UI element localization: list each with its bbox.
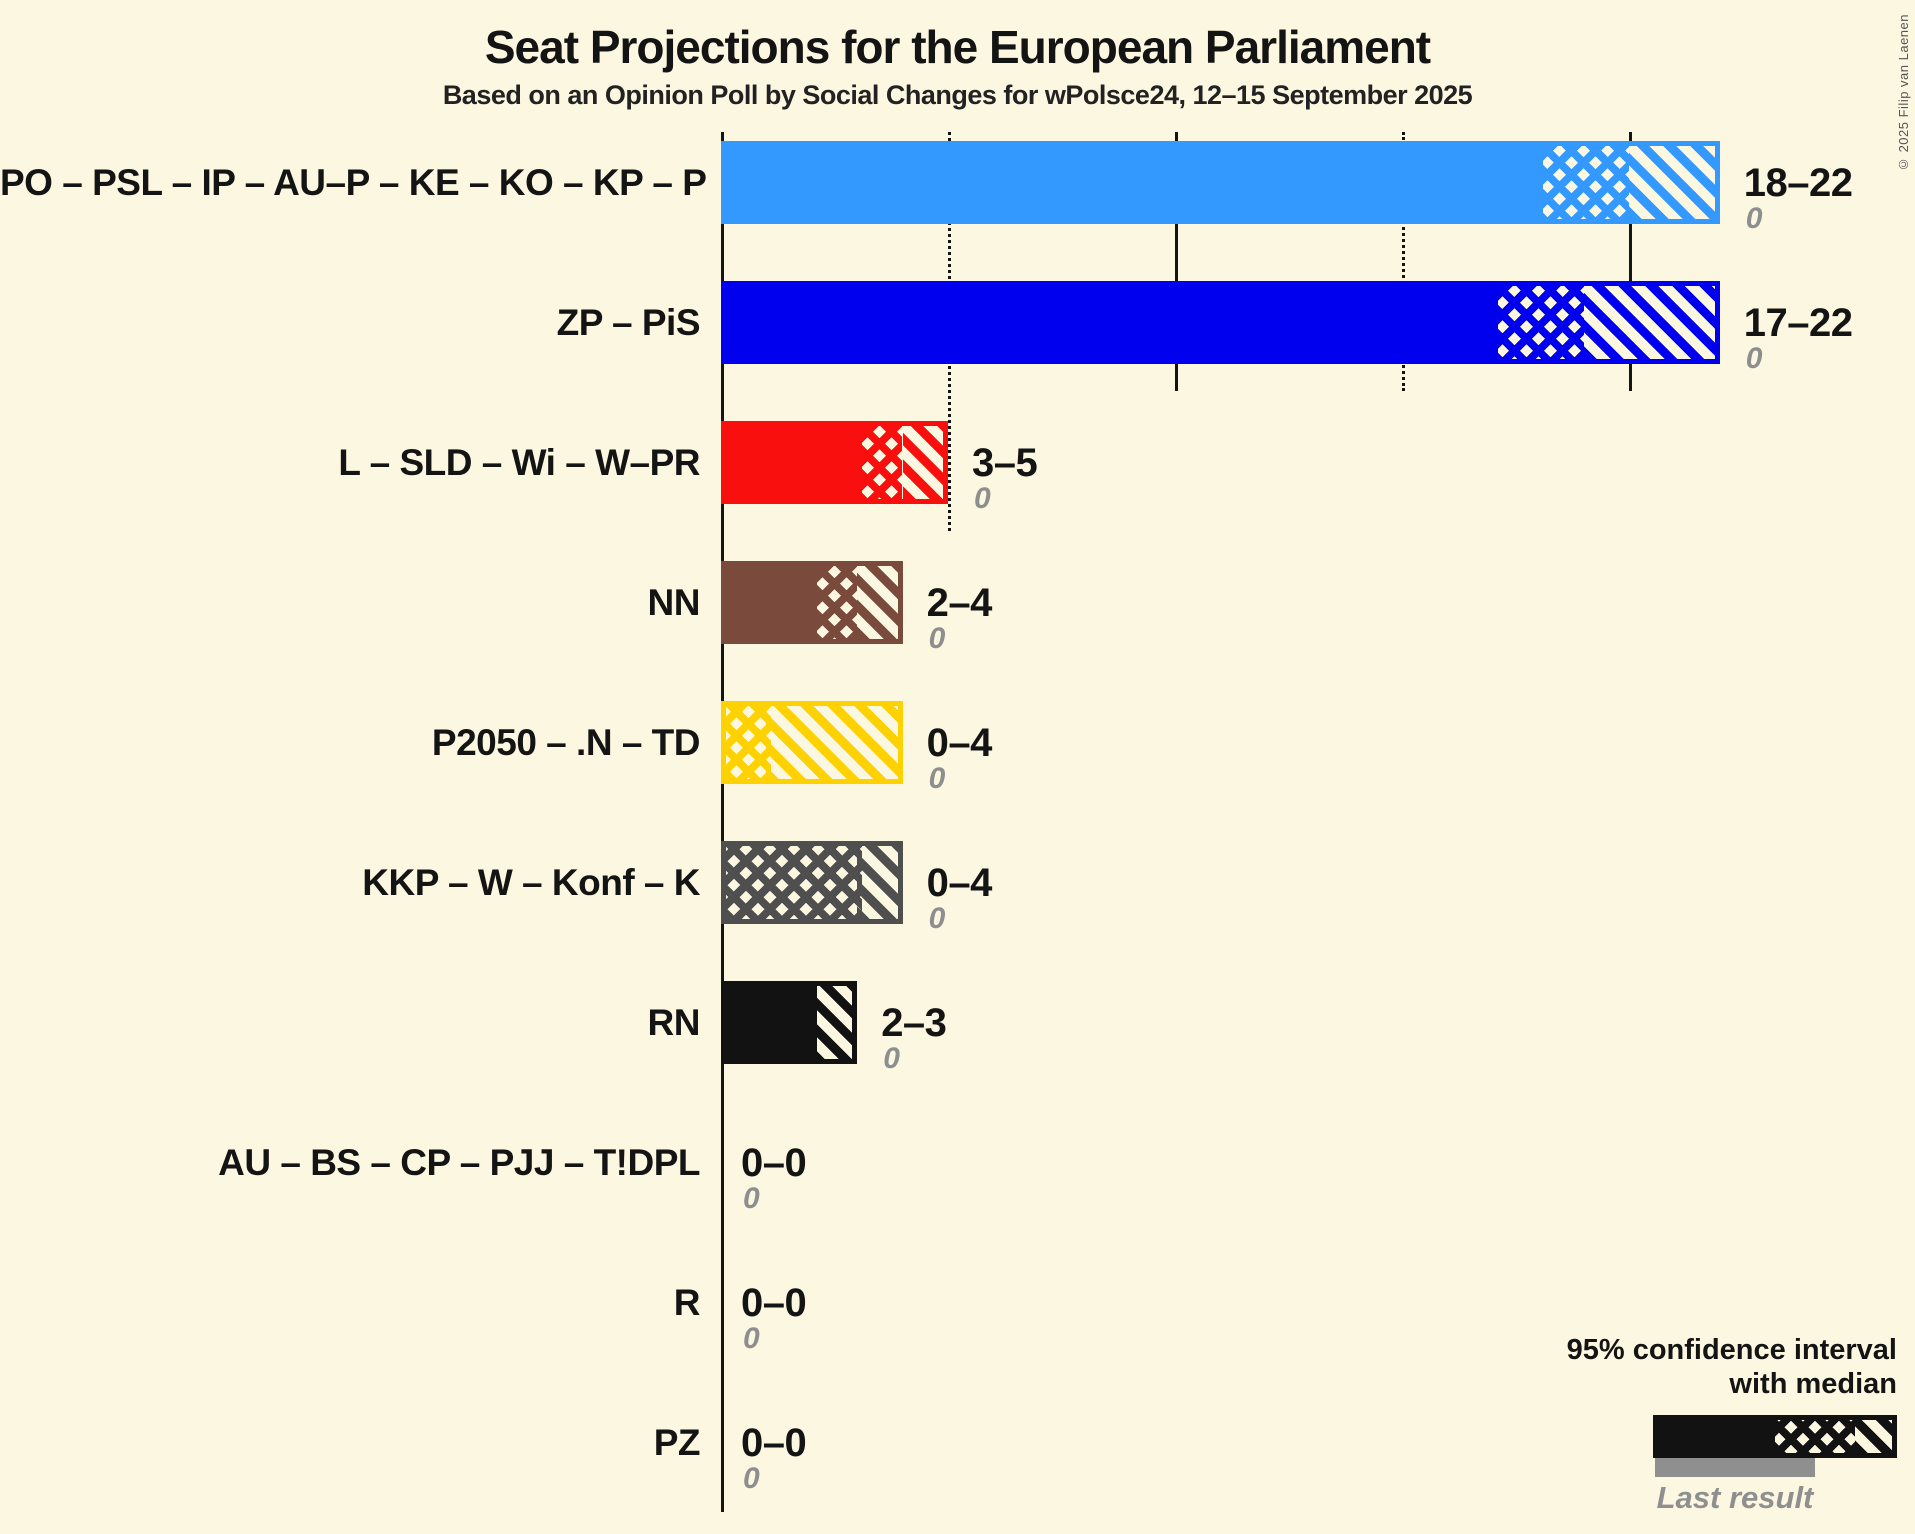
bar-solid-segment	[726, 146, 1543, 219]
legend-last-result-label: Last result	[1656, 1480, 1814, 1515]
party-label: PO – PSL – IP – AU–P – KE – KO – KP – P	[0, 162, 707, 203]
bar-diagonal-segment	[857, 566, 902, 639]
value-label: 3–5	[972, 441, 1038, 485]
value-label: 18–22	[1743, 161, 1853, 205]
party-label: KKP – W – Konf – K	[362, 862, 700, 903]
last-result-value: 0	[928, 762, 946, 795]
gridline-10-seats	[1175, 132, 1178, 391]
party-label: R	[673, 1282, 701, 1323]
bar-crosshatch-segment	[1493, 286, 1584, 359]
copyright-notice: © 2025 Filip van Laenen	[1896, 14, 1911, 173]
bar-diagonal-segment	[766, 706, 902, 779]
last-result-value: 0	[743, 1322, 760, 1355]
value-label: 0–0	[741, 1421, 807, 1465]
y-axis-line	[721, 132, 724, 1512]
confidence-bar	[721, 841, 903, 924]
legend-solid-segment	[1658, 1420, 1775, 1453]
bar-solid-segment	[726, 986, 817, 1059]
party-label: AU – BS – CP – PJJ – T!DPL	[218, 1142, 700, 1183]
chart-title: Seat Projections for the European Parlia…	[484, 21, 1431, 73]
bar-solid-segment	[726, 566, 817, 639]
value-label: 17–22	[1743, 301, 1853, 345]
confidence-bar	[721, 421, 948, 504]
legend-diagonal-segment	[1855, 1420, 1892, 1453]
bar-solid-segment	[726, 426, 862, 499]
party-label: ZP – PiS	[556, 302, 701, 343]
value-label: 0–4	[926, 861, 993, 905]
last-result-value: 0	[928, 902, 946, 935]
bar-crosshatch-segment	[1538, 146, 1629, 219]
gridline-20-seats	[1629, 132, 1632, 391]
chart-subtitle: Based on an Opinion Poll by Social Chang…	[442, 80, 1473, 110]
last-result-value: 0	[743, 1182, 760, 1215]
value-label: 0–0	[741, 1281, 807, 1325]
value-label: 0–4	[926, 721, 993, 765]
party-label: PZ	[653, 1422, 701, 1463]
confidence-bar	[721, 141, 1720, 224]
bar-crosshatch-segment	[857, 426, 902, 499]
last-result-value: 0	[1745, 202, 1763, 235]
bar-diagonal-segment	[1584, 286, 1720, 359]
value-label: 0–0	[741, 1141, 807, 1185]
confidence-bar	[721, 701, 903, 784]
last-result-value: 0	[883, 1042, 900, 1075]
bar-crosshatch-segment	[812, 566, 857, 639]
bar-diagonal-segment	[857, 846, 902, 919]
value-label: 2–3	[881, 1001, 947, 1045]
legend-heading-line2: with median	[1729, 1368, 1897, 1400]
bar-crosshatch-segment	[726, 846, 862, 919]
party-label: L – SLD – Wi – W–PR	[338, 442, 700, 483]
party-label: P2050 – .N – TD	[431, 722, 701, 763]
confidence-bar	[721, 981, 857, 1064]
last-result-value: 0	[743, 1462, 760, 1495]
bar-diagonal-segment	[903, 426, 948, 499]
last-result-value: 0	[974, 482, 991, 515]
bar-diagonal-segment	[812, 986, 857, 1059]
legend-crosshatch-segment	[1775, 1420, 1855, 1453]
last-result-value: 0	[1745, 342, 1763, 375]
gridline-15-seats	[1402, 132, 1405, 391]
bar-crosshatch-segment	[726, 706, 771, 779]
confidence-bar	[721, 561, 903, 644]
bar-solid-segment	[726, 286, 1498, 359]
confidence-bar	[721, 281, 1720, 364]
legend-confidence-sample-bar	[1653, 1415, 1897, 1458]
bar-diagonal-segment	[1629, 146, 1720, 219]
legend-heading-line1: 95% confidence interval	[1566, 1334, 1897, 1366]
legend-last-result-bar	[1655, 1458, 1815, 1477]
party-label: RN	[647, 1002, 701, 1043]
value-label: 2–4	[926, 581, 993, 625]
party-label: NN	[647, 582, 701, 623]
last-result-value: 0	[928, 622, 946, 655]
